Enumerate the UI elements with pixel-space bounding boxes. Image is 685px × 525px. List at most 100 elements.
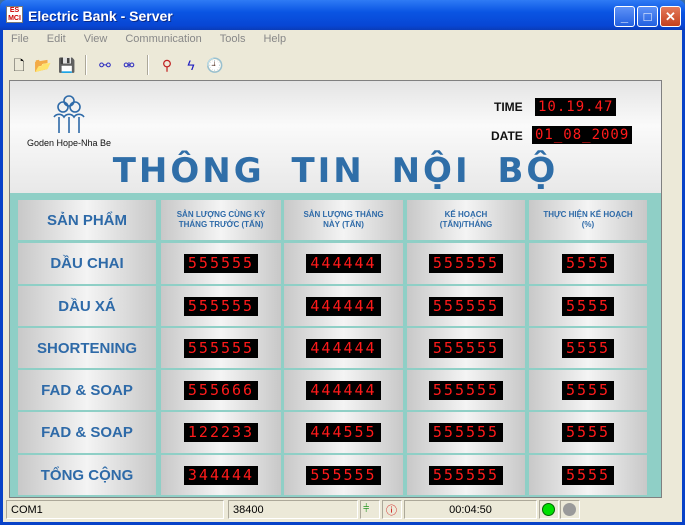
- led-value: 5555: [561, 338, 615, 358]
- save-icon[interactable]: 💾: [58, 57, 76, 73]
- connection-led-on: [539, 500, 559, 519]
- clock-icon[interactable]: 🕘: [206, 57, 224, 73]
- column-header: SẢN LƯỢNG CÙNG KỲ THÁNG TRƯỚC (TẤN): [161, 200, 281, 240]
- led-value: 344444: [183, 465, 259, 485]
- value-cell: 555555: [407, 455, 525, 495]
- menu-edit[interactable]: Edit: [46, 33, 66, 45]
- baud-status: 38400: [228, 500, 358, 519]
- product-name: DẦU CHAI: [50, 255, 124, 272]
- toolbar-separator: [85, 55, 87, 75]
- date-display: 01_08_2009: [532, 126, 633, 144]
- value-cell: 555555: [407, 412, 525, 453]
- menu-communication[interactable]: Communication: [125, 33, 202, 45]
- title-bar[interactable]: ES MCI Electric Bank - Server _ □ ✕: [0, 0, 685, 30]
- column-header-text: KẾ HOẠCH (TẤN)/THÁNG: [439, 210, 493, 229]
- query-icon[interactable]: ⚲: [161, 57, 173, 73]
- value-cell: 5555: [529, 412, 647, 453]
- close-button[interactable]: ✕: [660, 6, 681, 27]
- led-value: 555555: [428, 465, 504, 485]
- toolbar-separator: [147, 55, 149, 75]
- toolbar: 🗋 📂 💾 ⚯ ⚮ ⚲ ϟ 🕘: [9, 53, 225, 77]
- value-cell: 5555: [529, 328, 647, 368]
- column-header: SẢN PHẨM: [18, 200, 156, 240]
- led-value: 5555: [561, 296, 615, 316]
- tree-logo-icon: [53, 95, 85, 133]
- value-cell: 5555: [529, 455, 647, 495]
- value-cell: 555555: [407, 328, 525, 368]
- led-value: 555555: [428, 423, 504, 442]
- open-folder-icon[interactable]: 📂: [34, 57, 52, 73]
- value-cell: 555555: [407, 286, 525, 326]
- value-cell: 344444: [161, 455, 281, 495]
- led-value: 555555: [306, 465, 381, 485]
- value-cell: 555555: [407, 370, 525, 410]
- elapsed-time: 00:04:50: [404, 500, 537, 519]
- value-cell: 444444: [284, 328, 403, 368]
- value-cell: 555666: [161, 370, 281, 410]
- menu-file[interactable]: File: [11, 33, 29, 45]
- product-name: TỔNG CỘNG: [40, 466, 134, 484]
- led-value: 555555: [428, 296, 504, 316]
- row-label: DẦU CHAI: [18, 243, 156, 284]
- value-cell: 555555: [161, 243, 281, 284]
- row-label: DẦU XÁ: [18, 286, 156, 326]
- led-value: 555555: [183, 296, 259, 316]
- menu-bar: File Edit View Communication Tools Help: [9, 31, 288, 51]
- connection-led-off: [560, 500, 580, 519]
- menu-view[interactable]: View: [83, 33, 108, 45]
- help-icon[interactable]: ⓘ: [382, 500, 402, 519]
- value-cell: 444555: [284, 412, 403, 453]
- value-cell: 122233: [161, 412, 281, 453]
- page-title: THÔNG TIN NỘI BỘ: [112, 151, 559, 191]
- port-status: COM1: [6, 500, 224, 519]
- row-label: TỔNG CỘNG: [18, 455, 156, 495]
- disconnect-icon[interactable]: ⚮: [123, 57, 135, 73]
- led-value: 444444: [306, 338, 381, 358]
- led-value: 5555: [561, 465, 615, 485]
- value-cell: 5555: [529, 243, 647, 284]
- value-cell: 5555: [529, 286, 647, 326]
- minimize-button[interactable]: _: [614, 6, 635, 27]
- led-value: 444444: [306, 296, 381, 316]
- led-value: 555555: [428, 338, 504, 358]
- company-logo: Goden Hope-Nha Be: [24, 95, 114, 148]
- column-header-text: THỰC HIỆN KẾ HOẠCH (%): [543, 210, 633, 229]
- led-value: 444444: [306, 380, 381, 400]
- time-display: 10.19.47: [535, 98, 617, 116]
- led-value: 555666: [183, 380, 259, 400]
- value-cell: 555555: [407, 243, 525, 284]
- lightning-icon[interactable]: ϟ: [187, 57, 195, 73]
- value-cell: 555555: [161, 286, 281, 326]
- row-label: FAD & SOAP: [18, 370, 156, 410]
- led-value: 5555: [561, 380, 615, 400]
- value-cell: 444444: [284, 286, 403, 326]
- time-label: TIME: [494, 100, 523, 114]
- led-value: 555555: [183, 338, 259, 358]
- row-label: FAD & SOAP: [18, 412, 156, 453]
- led-value: 444555: [306, 423, 381, 442]
- led-value: 5555: [561, 254, 615, 273]
- value-cell: 555555: [161, 328, 281, 368]
- led-value: 122233: [183, 423, 259, 442]
- menu-help[interactable]: Help: [263, 33, 287, 45]
- led-value: 555555: [428, 254, 504, 273]
- column-header-text: SẢN LƯỢNG CÙNG KỲ THÁNG TRƯỚC (TẤN): [176, 210, 266, 229]
- column-header-text: SẢN LƯỢNG THÁNG NÀY (TẤN): [303, 210, 384, 229]
- new-file-icon[interactable]: 🗋: [13, 57, 25, 73]
- product-name: FAD & SOAP: [41, 381, 133, 399]
- row-label: SHORTENING: [18, 328, 156, 368]
- connect-icon[interactable]: ⚯: [99, 57, 111, 73]
- menu-tools[interactable]: Tools: [219, 33, 246, 45]
- led-value: 555555: [428, 380, 504, 400]
- column-header-text: SẢN PHẨM: [46, 211, 127, 229]
- date-label: DATE: [491, 129, 523, 143]
- column-header: THỰC HIỆN KẾ HOẠCH (%): [529, 200, 647, 240]
- value-cell: 444444: [284, 370, 403, 410]
- led-value: 555555: [183, 254, 259, 273]
- logo-text: Goden Hope-Nha Be: [26, 138, 112, 148]
- product-name: DẦU XÁ: [58, 297, 116, 315]
- value-cell: 444444: [284, 243, 403, 284]
- column-header: KẾ HOẠCH (TẤN)/THÁNG: [407, 200, 525, 240]
- maximize-button[interactable]: □: [637, 6, 658, 27]
- product-name: SHORTENING: [36, 339, 137, 357]
